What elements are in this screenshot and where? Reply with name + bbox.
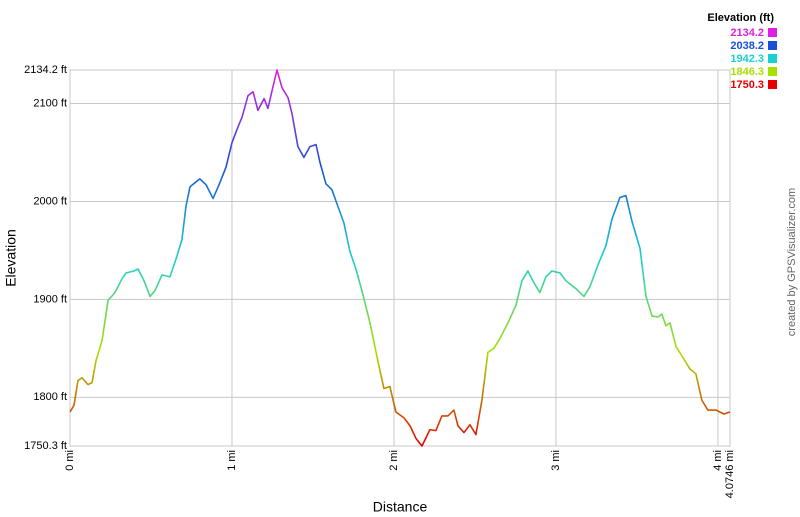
legend-label: 1750.3: [730, 79, 764, 91]
elevation-line: [69, 69, 731, 447]
legend-label: 1942.3: [730, 53, 764, 65]
x-tick-label: 2 mi: [388, 450, 400, 471]
legend-swatch: [768, 80, 777, 89]
legend-swatch: [768, 41, 777, 50]
y-tick-label: 1800 ft: [33, 391, 67, 403]
y-tick-label: 2134.2 ft: [24, 64, 67, 76]
y-tick-label: 2000 ft: [33, 195, 67, 207]
x-tick-label: 4 mi: [712, 450, 724, 471]
x-tick-label: 1 mi: [226, 450, 238, 471]
legend-label: 2134.2: [730, 27, 764, 39]
y-tick-label: 1900 ft: [33, 293, 67, 305]
legend-swatch: [768, 54, 777, 63]
y-tick-label: 1750.3 ft: [24, 440, 67, 452]
legend-title: Elevation (ft): [707, 12, 774, 24]
plot-area: [69, 69, 731, 447]
legend-label: 2038.2: [730, 40, 764, 52]
x-tick-label: 4.0746 mi: [724, 450, 736, 498]
y-tick-label: 2100 ft: [33, 97, 67, 109]
legend-swatch: [768, 28, 777, 37]
x-tick-label: 3 mi: [550, 450, 562, 471]
legend-swatch: [768, 67, 777, 76]
y-axis-label: Elevation: [3, 229, 19, 287]
legend-label: 1846.3: [730, 66, 764, 78]
x-axis-label: Distance: [373, 499, 428, 515]
x-tick-label: 0 mi: [64, 450, 76, 471]
credit: created by GPSVisualizer.com: [786, 188, 798, 336]
